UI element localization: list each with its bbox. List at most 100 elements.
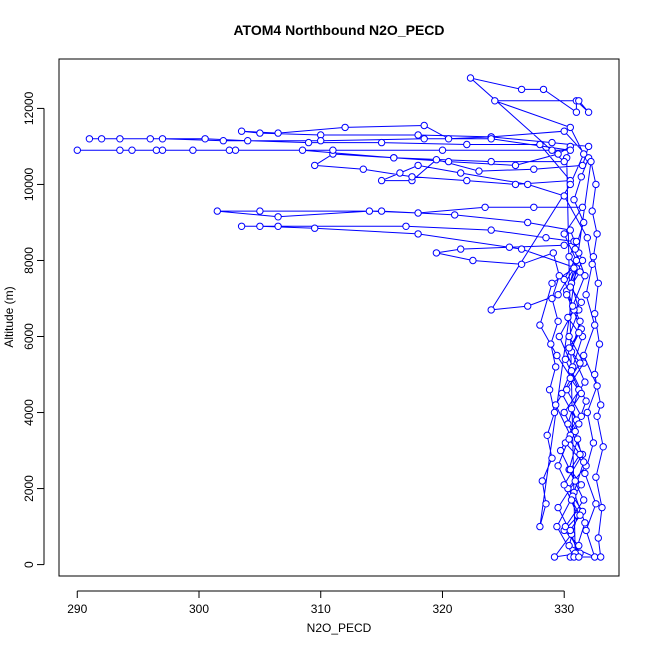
data-point: [594, 279, 602, 287]
data-point: [572, 256, 581, 265]
data-point: [475, 167, 483, 175]
data-point: [572, 237, 581, 246]
data-point: [592, 473, 600, 481]
data-point: [444, 135, 453, 143]
plot-frame: [58, 58, 620, 577]
data-point: [570, 196, 578, 204]
data-point: [402, 222, 410, 231]
data-point: [578, 256, 587, 265]
data-point: [560, 230, 568, 238]
data-point: [580, 351, 588, 360]
data-point: [466, 74, 475, 82]
data-point: [420, 121, 428, 130]
y-tick-label: 4000: [22, 399, 36, 426]
y-tick-label: 10000: [22, 167, 36, 201]
data-point: [548, 138, 556, 147]
data-point: [554, 150, 562, 158]
data-point: [73, 146, 82, 154]
data-point: [576, 359, 584, 367]
y-tick-label: 8000: [22, 247, 36, 274]
data-point: [545, 386, 554, 394]
data-point: [567, 367, 576, 375]
data-point: [560, 157, 568, 166]
data-point: [566, 374, 574, 382]
data-point: [570, 264, 578, 272]
data-point: [578, 161, 587, 170]
data-point: [588, 207, 596, 215]
y-tick-label: 2000: [22, 475, 36, 502]
data-point: [578, 203, 587, 212]
data-point: [580, 458, 588, 466]
data-point: [576, 450, 584, 459]
data-point: [539, 85, 548, 94]
data-point: [567, 496, 576, 504]
data-point: [576, 511, 584, 519]
data-point: [583, 408, 591, 417]
data-point: [311, 161, 319, 170]
data-point: [577, 173, 585, 181]
data-point: [341, 123, 349, 132]
data-point: [547, 340, 555, 348]
data-point: [298, 146, 307, 154]
data-point: [189, 146, 197, 154]
data-point: [563, 386, 571, 394]
data-point: [565, 332, 573, 341]
data-point: [414, 161, 422, 170]
data-point: [575, 420, 583, 428]
data-point: [219, 137, 228, 145]
data-point: [561, 522, 570, 531]
data-point: [583, 234, 591, 242]
data-point: [274, 213, 282, 221]
data-point: [158, 146, 167, 154]
data-point: [565, 253, 573, 261]
data-point: [517, 85, 526, 94]
data-point: [560, 241, 568, 250]
data-point: [565, 344, 573, 352]
data-point: [554, 503, 562, 512]
data-point: [597, 401, 605, 409]
data-point: [390, 154, 398, 162]
data-point: [244, 137, 252, 145]
data-point: [581, 469, 589, 478]
data-point: [591, 321, 599, 329]
data-point: [231, 146, 240, 154]
data-point: [589, 253, 598, 261]
data-point: [577, 298, 585, 306]
data-point: [359, 165, 367, 173]
data-point: [561, 355, 570, 363]
data-point: [511, 180, 520, 189]
data-point: [237, 222, 246, 231]
data-point: [530, 203, 538, 212]
data-point: [563, 291, 571, 299]
data-point: [491, 97, 499, 105]
data-point: [524, 218, 532, 227]
data-point: [542, 234, 550, 242]
data-point: [565, 541, 573, 550]
data-point: [201, 135, 209, 143]
data-point: [573, 435, 582, 443]
data-point: [517, 245, 526, 253]
y-tick-label: 6000: [22, 323, 36, 350]
data-point: [396, 169, 404, 177]
data-point: [571, 477, 579, 485]
data-point: [566, 226, 574, 234]
data-point: [577, 412, 585, 420]
data-point: [550, 408, 559, 417]
data-point: [571, 427, 579, 436]
data-point: [457, 169, 465, 177]
data-point: [584, 108, 593, 116]
data-point: [580, 218, 588, 227]
data-point: [566, 146, 574, 154]
data-point: [591, 310, 599, 318]
data-point: [575, 329, 583, 337]
data-point: [591, 553, 599, 561]
data-point: [377, 138, 386, 147]
data-point: [555, 272, 563, 280]
data-point: [408, 173, 416, 181]
data-point: [566, 283, 574, 291]
data-point: [560, 481, 568, 489]
data-point: [592, 500, 600, 508]
data-point: [256, 129, 264, 137]
data-point: [577, 481, 585, 489]
data-point: [553, 351, 561, 360]
